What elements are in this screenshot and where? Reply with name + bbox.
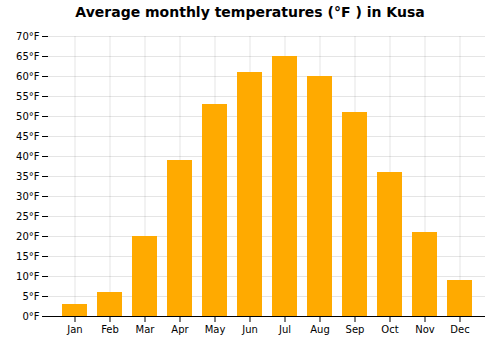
svg-text:35°F: 35°F — [16, 171, 40, 182]
svg-text:Dec: Dec — [450, 324, 469, 335]
svg-text:Nov: Nov — [415, 324, 435, 335]
svg-text:Jan: Jan — [66, 324, 82, 335]
svg-text:Apr: Apr — [171, 324, 189, 335]
svg-text:Mar: Mar — [136, 324, 156, 335]
svg-text:Sep: Sep — [346, 324, 365, 335]
svg-text:60°F: 60°F — [16, 71, 40, 82]
svg-text:25°F: 25°F — [16, 211, 40, 222]
svg-text:10°F: 10°F — [16, 271, 40, 282]
svg-text:55°F: 55°F — [16, 91, 40, 102]
svg-text:Oct: Oct — [381, 324, 398, 335]
svg-text:Aug: Aug — [310, 324, 330, 335]
svg-text:20°F: 20°F — [16, 231, 40, 242]
svg-text:70°F: 70°F — [16, 31, 40, 42]
svg-text:Feb: Feb — [101, 324, 119, 335]
svg-text:45°F: 45°F — [16, 131, 40, 142]
svg-text:May: May — [205, 324, 226, 335]
svg-text:65°F: 65°F — [16, 51, 40, 62]
svg-text:50°F: 50°F — [16, 111, 40, 122]
svg-text:30°F: 30°F — [16, 191, 40, 202]
svg-text:Jun: Jun — [241, 324, 258, 335]
svg-text:5°F: 5°F — [22, 291, 39, 302]
html-text:Average monthly temperatures (: Average monthly temperatures (°F ) in Ku… — [75, 4, 425, 20]
svg-text:15°F: 15°F — [16, 251, 40, 262]
svg-text:40°F: 40°F — [16, 151, 40, 162]
svg-text:Jul: Jul — [278, 324, 291, 335]
svg-text:0°F: 0°F — [22, 311, 39, 322]
